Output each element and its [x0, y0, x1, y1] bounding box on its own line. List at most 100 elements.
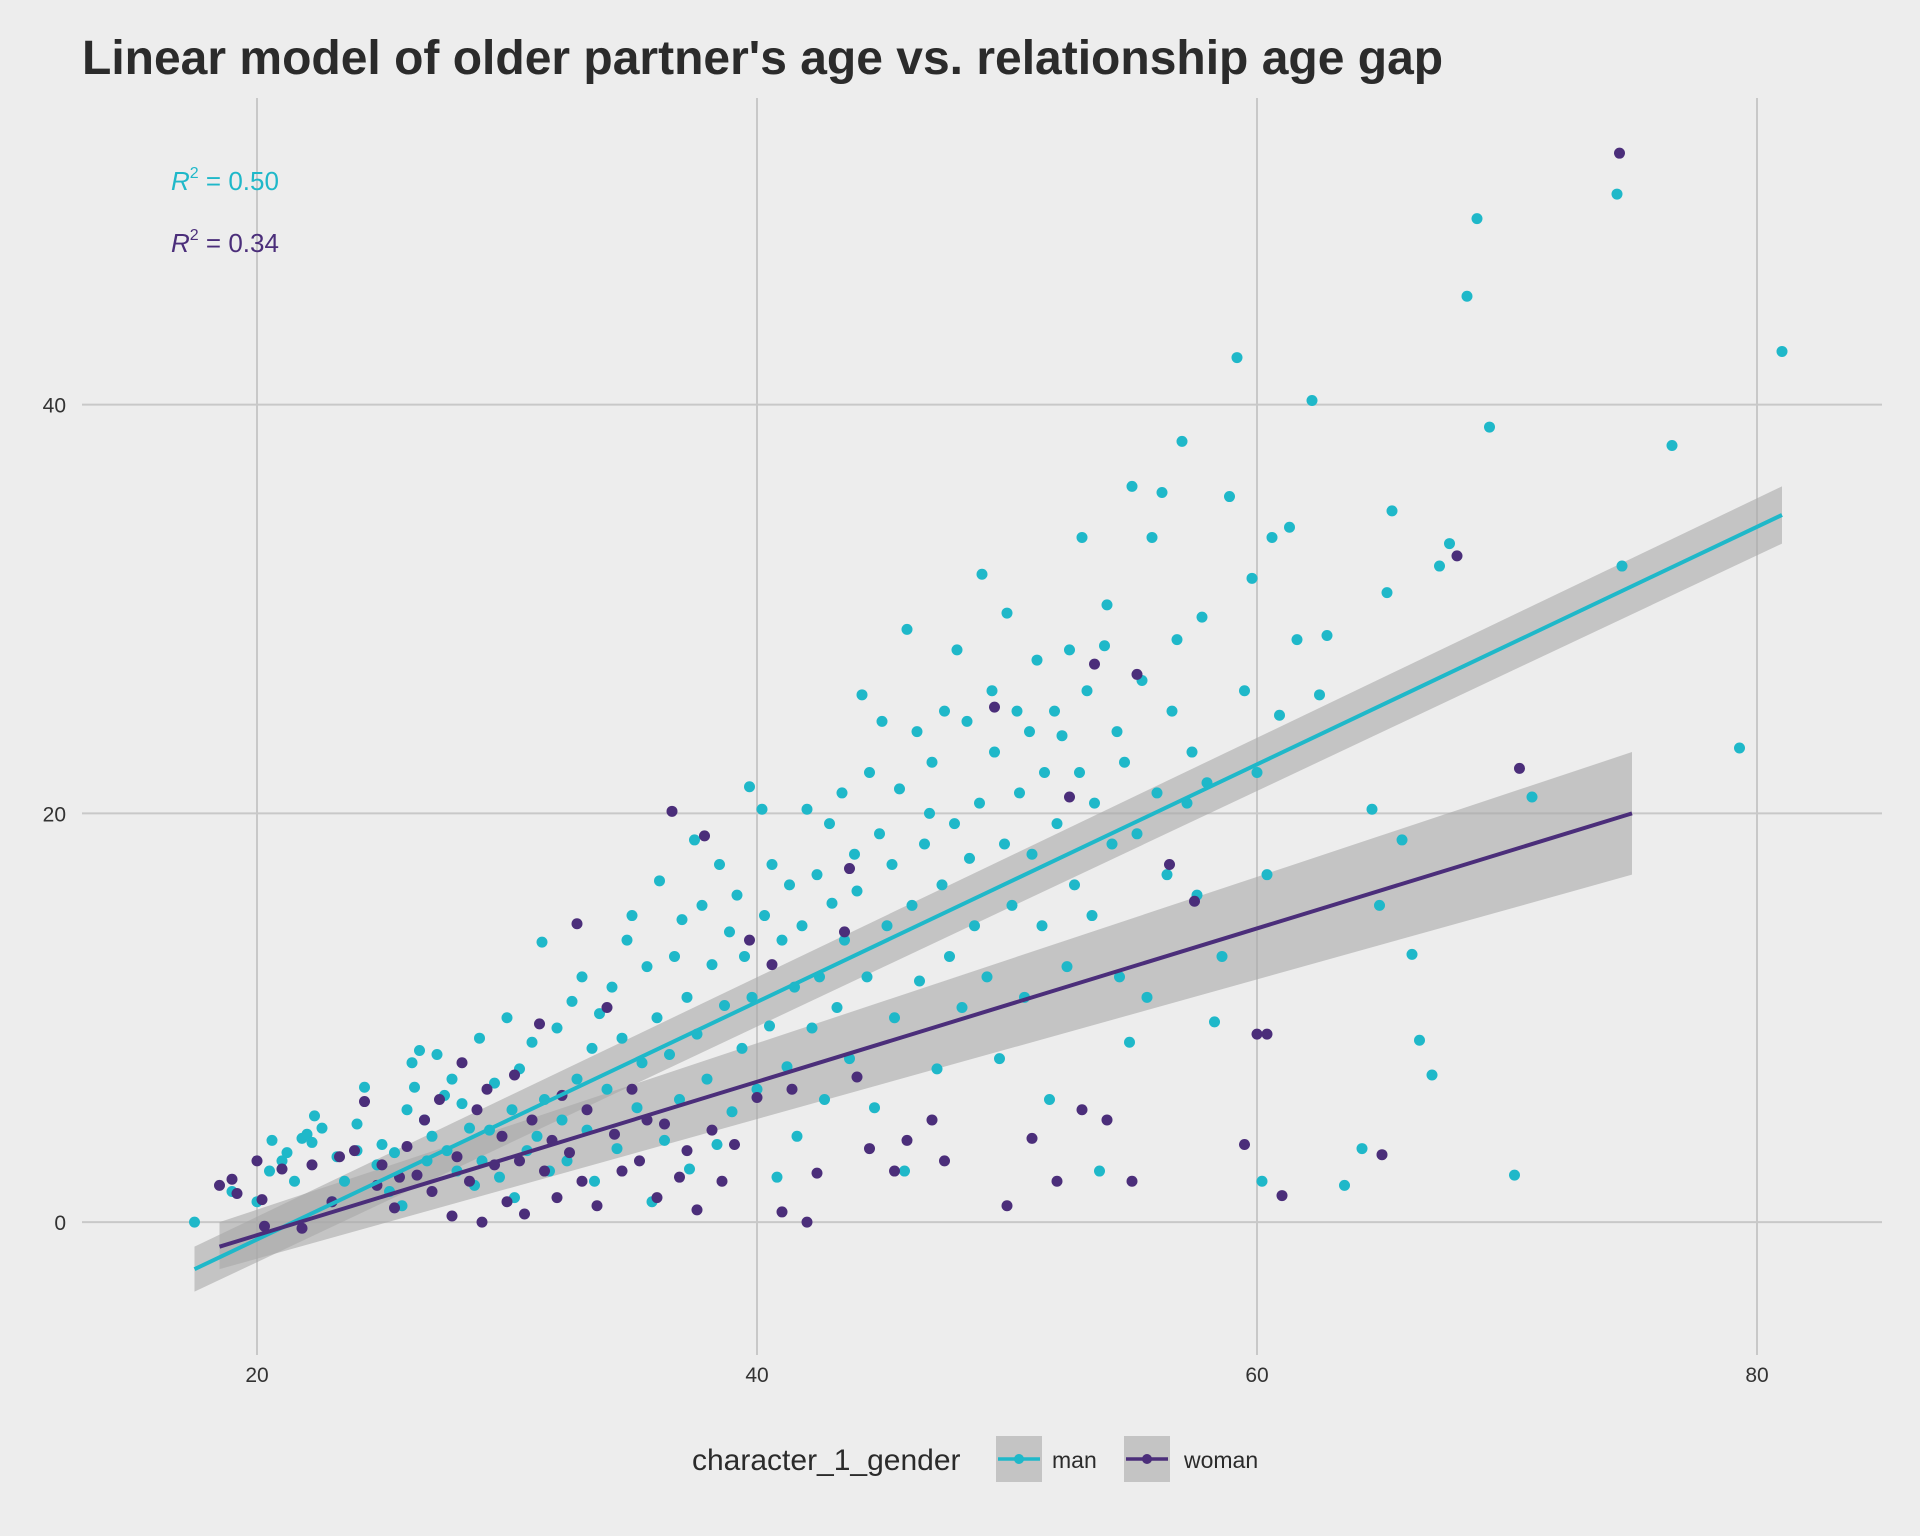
point-woman: [1101, 1114, 1113, 1126]
point-man: [1396, 834, 1408, 846]
point-woman: [616, 1165, 628, 1177]
point-man: [999, 838, 1010, 850]
point-man: [1031, 654, 1043, 666]
point-man: [1024, 726, 1035, 738]
point-man: [949, 818, 960, 830]
point-man: [1176, 435, 1188, 447]
point-woman: [464, 1175, 475, 1187]
point-man: [961, 715, 973, 727]
point-man: [899, 1165, 910, 1177]
point-man: [701, 1073, 713, 1085]
point-woman: [766, 959, 778, 971]
point-man: [1166, 705, 1178, 717]
point-man: [551, 1022, 563, 1034]
point-man: [264, 1165, 275, 1177]
point-man: [876, 715, 888, 727]
point-man: [531, 1130, 543, 1142]
fit-line-man: [193, 513, 1783, 1271]
point-woman: [419, 1114, 430, 1126]
point-man: [986, 685, 998, 697]
r2-annotation-woman: R2 = 0.34: [171, 227, 279, 258]
legend-label-woman: woman: [1183, 1447, 1258, 1473]
point-woman: [296, 1222, 308, 1234]
point-woman: [691, 1204, 703, 1216]
regression-lines: [193, 513, 1783, 1271]
point-woman: [564, 1147, 575, 1159]
r2-superscript: 2: [190, 227, 199, 244]
point-man: [1151, 787, 1163, 799]
grid: [82, 98, 1882, 1355]
point-man: [824, 818, 835, 830]
point-woman: [226, 1173, 238, 1185]
y-axis-ticks: 0 20 40: [43, 395, 66, 1236]
point-woman: [539, 1165, 550, 1177]
scatter-points: [189, 147, 1788, 1234]
point-man: [616, 1032, 628, 1044]
point-woman: [1051, 1175, 1063, 1187]
point-woman: [514, 1155, 525, 1167]
x-tick-label: 60: [1245, 1364, 1268, 1387]
point-woman: [259, 1220, 270, 1232]
point-man: [489, 1077, 500, 1089]
point-man: [266, 1134, 278, 1146]
point-woman: [744, 934, 755, 946]
point-man: [1776, 345, 1788, 357]
point-man: [674, 1094, 685, 1106]
point-man: [1471, 213, 1483, 225]
r2-label: R: [171, 166, 190, 196]
point-man: [1171, 634, 1183, 646]
point-man: [1484, 421, 1495, 433]
point-woman: [1089, 658, 1100, 670]
point-woman: [426, 1185, 438, 1197]
x-axis-ticks: 20 40 60 80: [245, 1364, 1768, 1387]
point-woman: [306, 1159, 318, 1171]
fit-line-woman: [218, 811, 1633, 1249]
point-woman: [839, 926, 850, 938]
point-man: [1186, 746, 1198, 758]
legend-title: character_1_gender: [692, 1444, 961, 1477]
point-man: [951, 644, 963, 656]
point-man: [969, 920, 980, 932]
point-woman: [481, 1083, 493, 1095]
point-woman: [256, 1194, 268, 1206]
point-man: [1146, 531, 1158, 543]
point-woman: [1189, 895, 1200, 907]
point-man: [506, 1104, 518, 1116]
point-man: [944, 950, 955, 962]
point-woman: [434, 1094, 445, 1106]
point-man: [806, 1022, 818, 1034]
point-woman: [591, 1200, 603, 1212]
point-man: [724, 926, 735, 938]
legend-key-point-man: [1014, 1454, 1024, 1464]
legend-item-man: man: [996, 1436, 1097, 1482]
point-woman: [716, 1175, 728, 1187]
confidence-ribbons: [194, 486, 1782, 1292]
point-man: [1011, 705, 1023, 717]
point-man: [1284, 521, 1295, 533]
point-man: [696, 899, 708, 911]
chart-title: Linear model of older partner's age vs. …: [82, 32, 1443, 85]
point-man: [819, 1094, 830, 1106]
legend-label-man: man: [1052, 1447, 1097, 1473]
point-man: [389, 1147, 400, 1159]
point-man: [1064, 644, 1075, 656]
point-woman: [251, 1155, 263, 1167]
point-woman: [786, 1083, 798, 1095]
point-woman: [451, 1151, 463, 1163]
point-woman: [571, 918, 583, 930]
point-woman: [1514, 762, 1525, 774]
point-man: [771, 1171, 783, 1183]
point-woman: [576, 1175, 588, 1187]
point-woman: [811, 1167, 823, 1179]
point-man: [1526, 791, 1538, 803]
point-man: [676, 914, 688, 926]
x-tick-label: 80: [1745, 1364, 1768, 1387]
point-man: [1434, 560, 1445, 572]
point-man: [861, 971, 873, 983]
point-man: [689, 834, 700, 846]
point-man: [1406, 948, 1418, 960]
point-man: [1356, 1143, 1368, 1155]
point-man: [931, 1063, 943, 1075]
point-man: [1069, 879, 1080, 891]
point-man: [526, 1036, 538, 1048]
